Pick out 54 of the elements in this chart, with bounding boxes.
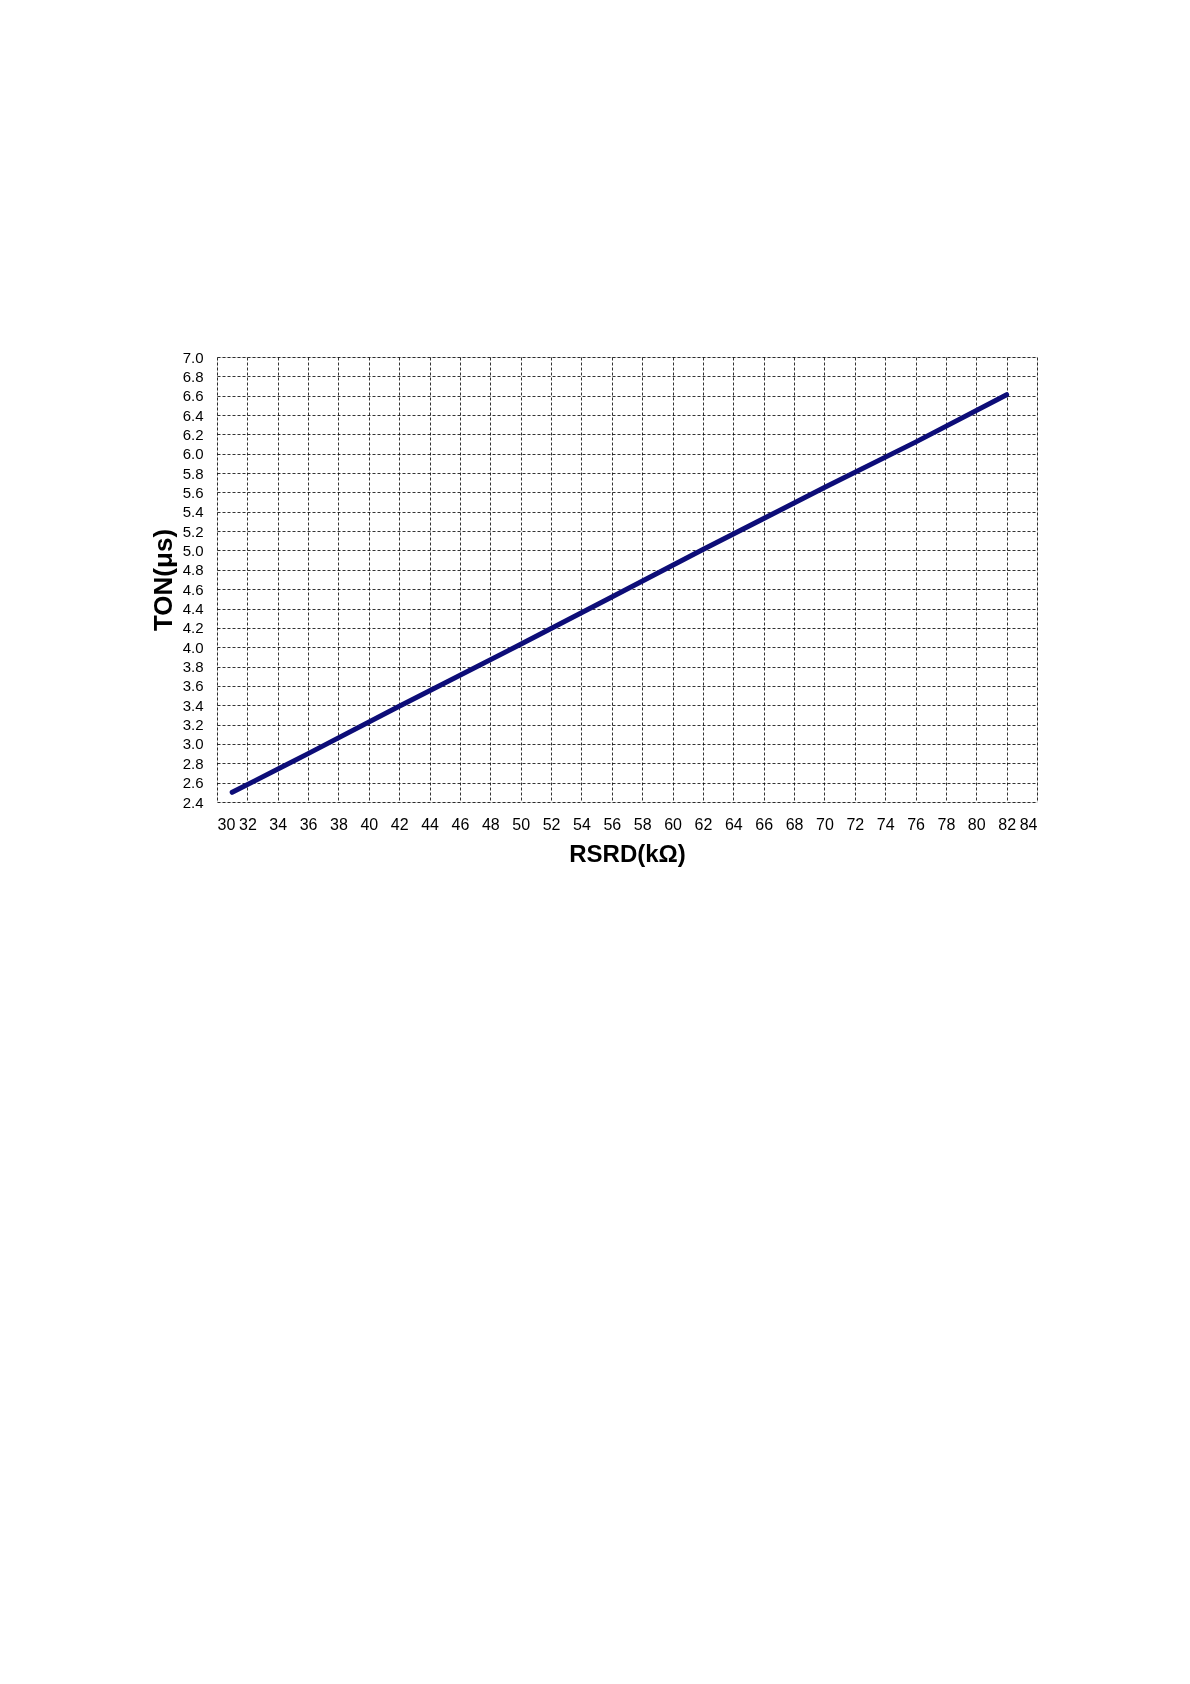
y-tick-label: 3.2: [182, 716, 204, 734]
x-tick-label: 72: [846, 815, 865, 833]
x-tick-label: 56: [603, 815, 622, 833]
y-axis-title: TON(μs): [147, 528, 178, 632]
y-tick-label: 4.4: [182, 600, 204, 618]
y-tick-label: 6.6: [182, 387, 204, 405]
y-tick-label: 5.0: [182, 541, 204, 559]
y-tick-label: 6.4: [182, 406, 204, 424]
y-tick-label: 5.8: [182, 464, 204, 482]
x-tick-label: 60: [664, 815, 683, 833]
x-tick-label: 48: [481, 815, 500, 833]
y-tick-label: 7.0: [182, 348, 204, 366]
y-tick-label: 2.6: [182, 774, 204, 792]
x-tick-label: 50: [512, 815, 531, 833]
y-tick-label: 6.8: [182, 367, 204, 385]
x-tick-label: 62: [694, 815, 713, 833]
x-tick-label: 42: [390, 815, 409, 833]
x-tick-label: 70: [816, 815, 834, 833]
x-tick-label: 74: [876, 815, 895, 833]
y-tick-label: 3.0: [182, 735, 204, 753]
y-tick-label: 2.4: [182, 793, 204, 811]
y-tick-label: 4.0: [182, 638, 204, 656]
x-tick-label: 32: [238, 815, 257, 833]
x-tick-label: 52: [542, 815, 561, 833]
x-tick-label: 30: [217, 815, 236, 833]
y-tick-label: 5.6: [182, 483, 204, 501]
x-tick-label: 54: [573, 815, 591, 833]
x-tick-label: 84: [1019, 815, 1038, 833]
x-tick-label: 36: [299, 815, 318, 833]
y-tick-label: 2.8: [182, 754, 204, 772]
y-tick-label: 3.6: [182, 677, 204, 695]
x-tick-label: 78: [937, 815, 956, 833]
y-tick-label: 6.0: [182, 445, 204, 463]
y-tick-label: 4.6: [182, 580, 204, 598]
y-tick-label: 6.2: [182, 425, 204, 443]
x-tick-label: 76: [907, 815, 926, 833]
y-tick-label: 5.4: [182, 503, 204, 521]
x-tick-label: 82: [998, 815, 1017, 833]
y-tick-label: 5.2: [182, 522, 204, 540]
x-tick-label: 58: [633, 815, 652, 833]
y-tick-label: 4.8: [182, 561, 204, 579]
x-axis-title: RSRD(kΩ): [569, 839, 686, 867]
x-tick-label: 34: [269, 815, 288, 833]
x-tick-label: 46: [451, 815, 470, 833]
x-tick-label: 64: [724, 815, 743, 833]
x-tick-label: 68: [785, 815, 804, 833]
y-tick-label: 4.2: [182, 619, 204, 637]
x-tick-label: 40: [360, 815, 379, 833]
y-tick-label: 3.4: [182, 696, 204, 714]
x-tick-label: 66: [755, 815, 774, 833]
x-tick-label: 80: [967, 815, 986, 833]
x-tick-label: 38: [330, 815, 348, 833]
x-tick-label: 44: [421, 815, 440, 833]
y-tick-label: 3.8: [182, 658, 204, 676]
